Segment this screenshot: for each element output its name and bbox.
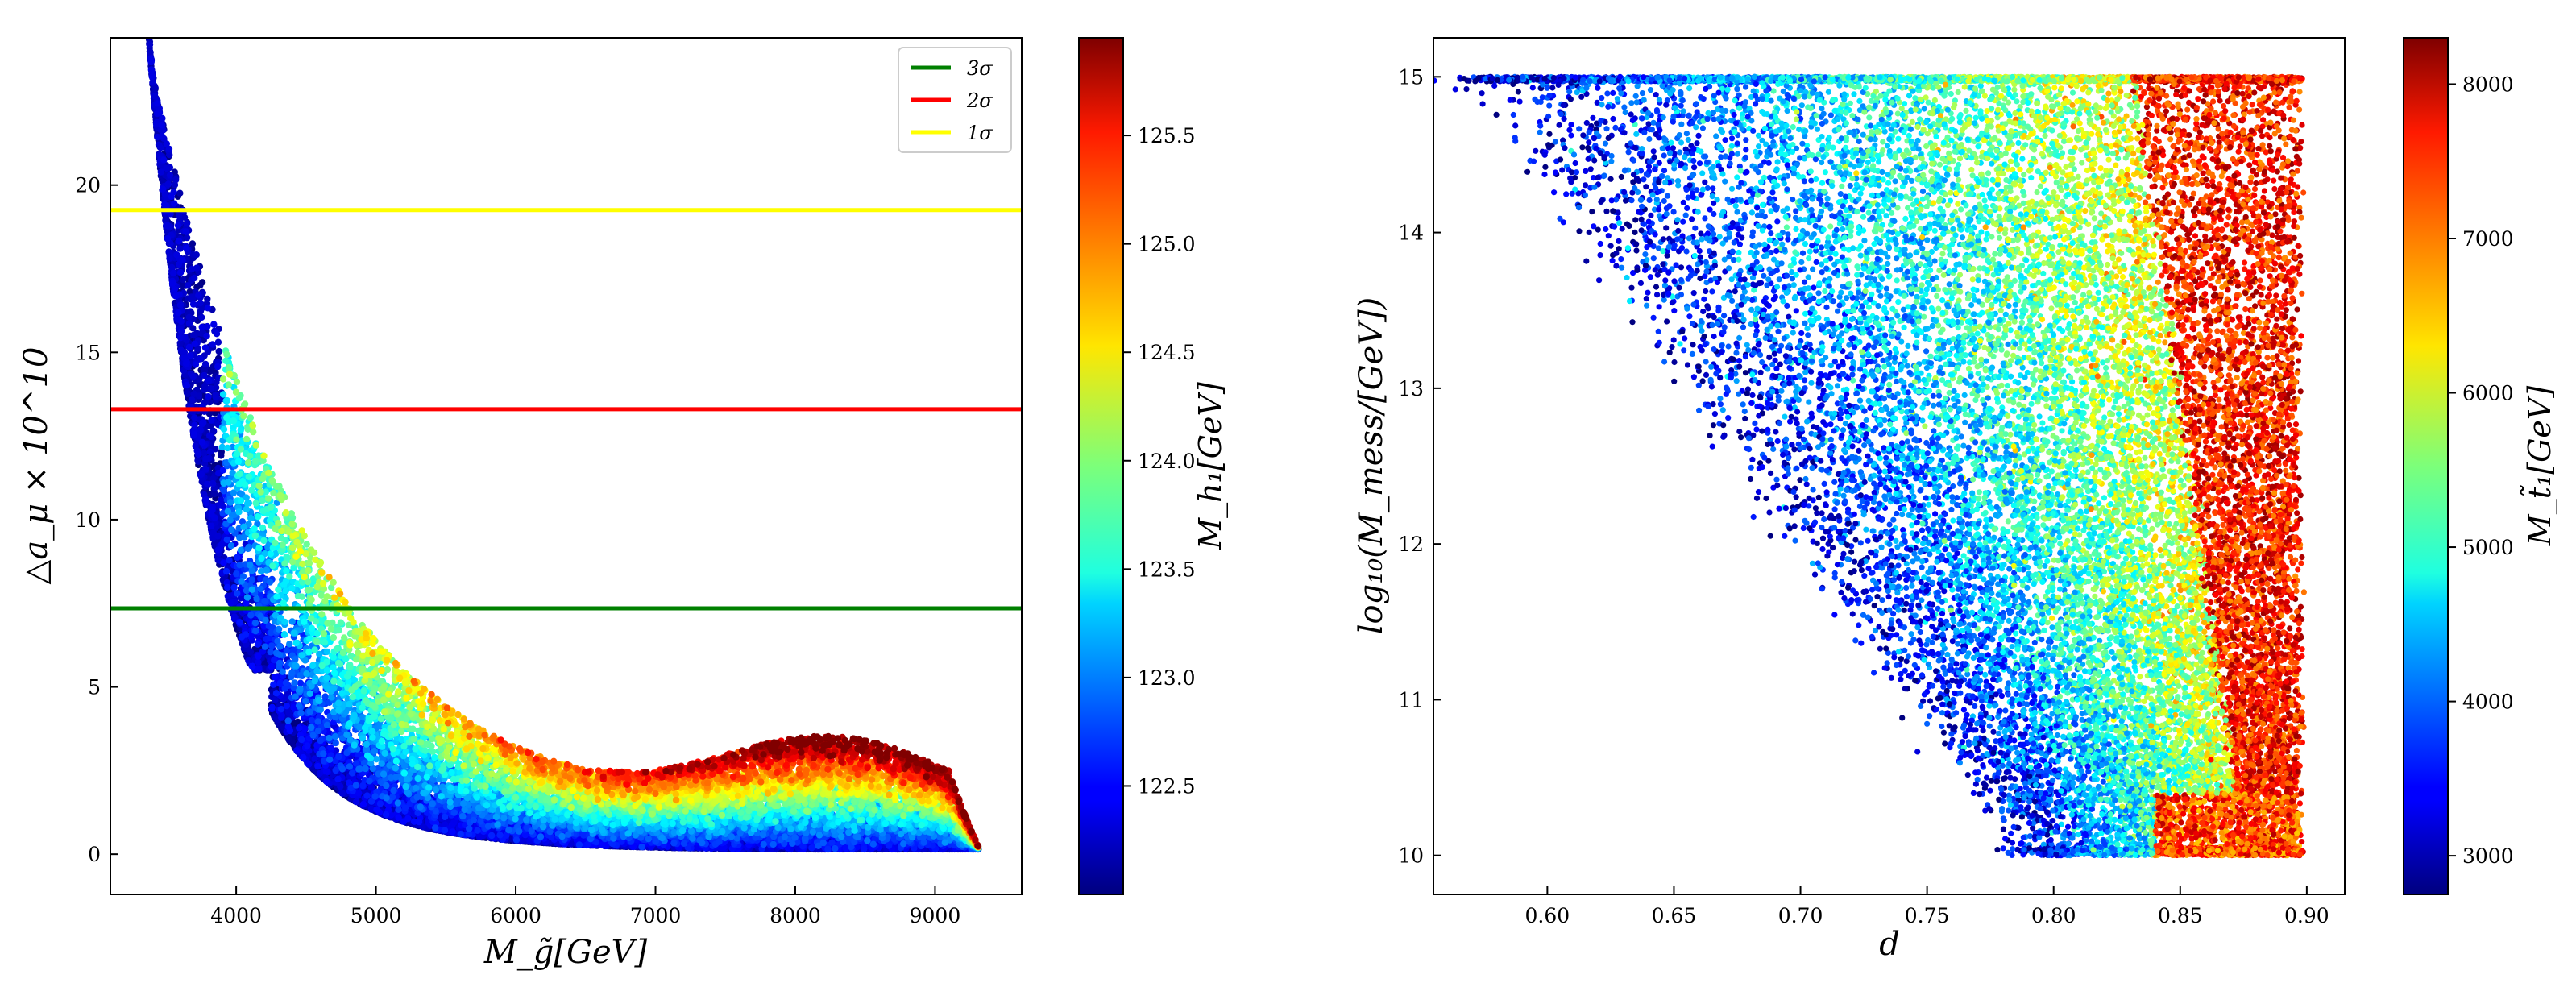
left-point (143, 6, 150, 12)
left-point (188, 396, 196, 404)
left-point (201, 386, 208, 393)
left-point (183, 220, 191, 227)
left-point (190, 331, 197, 339)
left-point (197, 281, 204, 289)
left-point (215, 347, 222, 355)
left-point (143, 7, 150, 14)
left-point (145, 16, 151, 23)
left-point (145, 24, 151, 31)
left-point (193, 251, 200, 259)
left-points (143, 0, 982, 853)
left-point (144, 14, 151, 20)
left-point (143, 2, 149, 8)
left-point (212, 393, 219, 400)
left-point (145, 28, 151, 35)
left-point (184, 389, 191, 396)
left-point (211, 490, 218, 498)
left-point (143, 0, 149, 6)
left-point (176, 189, 184, 197)
left-point (145, 24, 151, 31)
left-point (165, 248, 172, 255)
left-point (185, 313, 193, 321)
left-point (218, 452, 225, 459)
left-point (144, 8, 151, 15)
left-point (190, 390, 198, 398)
left-point (146, 41, 154, 48)
left-point (187, 308, 194, 315)
left-point (272, 696, 279, 703)
left-point (143, 0, 150, 6)
left-point (198, 313, 205, 321)
left-point (172, 176, 180, 184)
left-point (143, 0, 149, 2)
left-point (143, 8, 150, 15)
left-point (175, 212, 183, 219)
left-point (188, 294, 195, 301)
left-point (194, 457, 201, 464)
left-point (284, 736, 292, 743)
left-point (183, 234, 191, 242)
left-point (144, 6, 151, 13)
left-point (207, 385, 214, 392)
left-point (180, 276, 187, 284)
left-point (145, 19, 151, 26)
left-point (146, 27, 152, 33)
left-point (145, 26, 151, 32)
left-point (201, 360, 209, 368)
left-point (147, 48, 154, 56)
